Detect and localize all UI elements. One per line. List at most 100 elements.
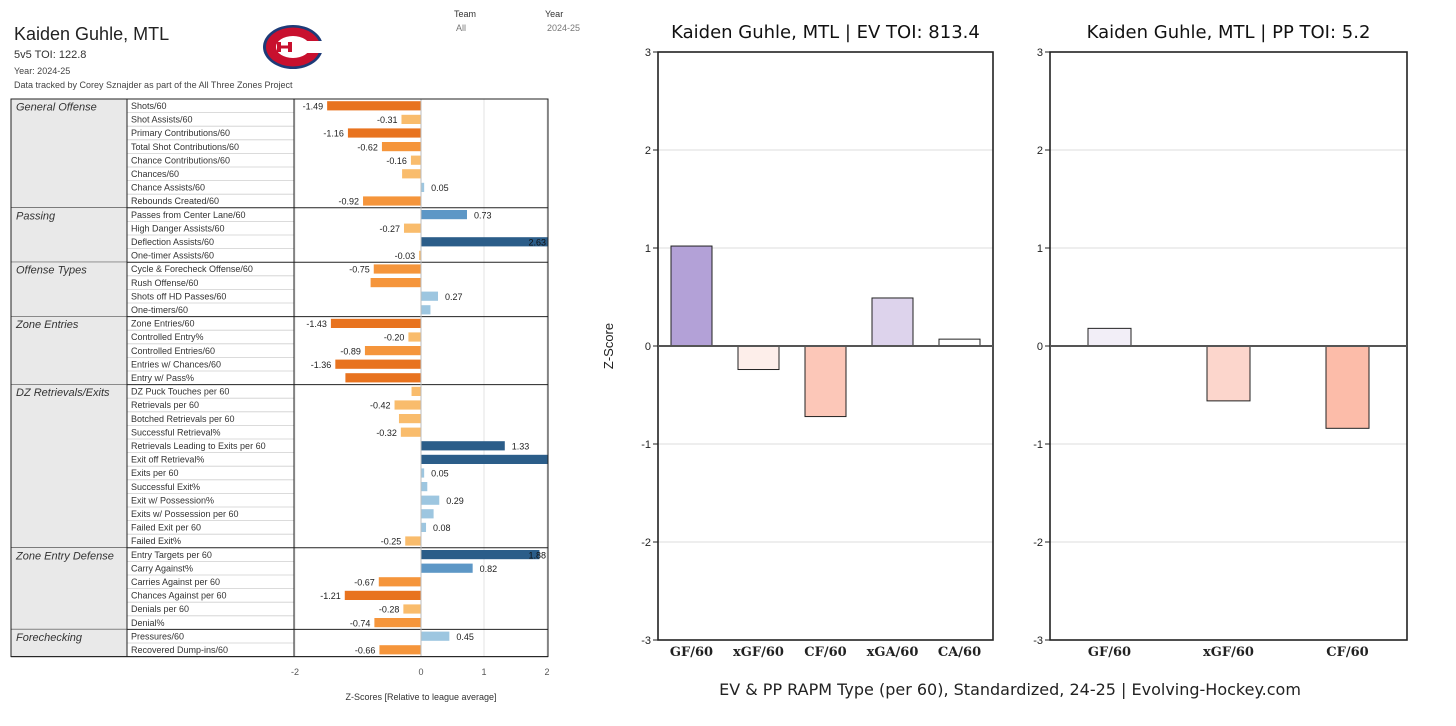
chart-title: Kaiden Guhle, MTL | PP TOI: 5.2 [1087,22,1371,43]
metric-bar [394,400,421,410]
metric-value-label: 0.73 [474,210,492,220]
metric-label: Deflection Assists/60 [131,237,214,247]
metric-bar [421,210,467,220]
metric-label: Rush Offense/60 [131,278,198,288]
x-tick-label-xgf-60: xGF/60 [733,645,784,660]
metric-bar [421,237,548,247]
z-score-bar-table: General Offense Shots/60 -1.49 Shot Assists… [10,98,550,702]
ev-rapm-chart: Kaiden Guhle, MTL | EV TOI: 813.4 3 2 1 0 -1 -… [601,22,994,660]
team-logo-icon [263,25,324,69]
metric-label: DZ Puck Touches per 60 [131,387,229,397]
metric-value-label: -0.27 [379,224,400,234]
metric-label: Entry w/ Pass% [131,373,194,383]
metric-label: Failed Exit% [131,536,181,546]
metric-value-label: -1.49 [303,102,324,112]
bar-xgf-60 [737,345,780,371]
category-label-general-offense: General Offense [16,102,97,114]
metric-label: Pressures/60 [131,631,184,641]
category-cell [11,316,127,385]
metric-value-label: -1.16 [323,129,344,139]
x-tick-label-ca-60: CA/60 [938,645,981,660]
metric-bar [408,332,421,342]
toi-line: 5v5 TOI: 122.8 [14,49,87,61]
metric-bar [405,536,421,546]
metric-bar [421,522,427,532]
category-cell [11,207,127,263]
y-tick-label: -3 [1033,635,1043,647]
metric-bar [403,604,421,614]
x-tick-label-gf-60: GF/60 [670,645,713,660]
y-tick-label: -3 [641,635,651,647]
year-line: Year: 2024-25 [14,66,71,76]
metric-bar [370,278,421,288]
metric-label: Shots/60 [131,101,167,111]
metric-bar [363,196,421,206]
chart-footer: EV & PP RAPM Type (per 60), Standardized… [719,680,1301,699]
metric-value-label: 1.33 [512,442,530,452]
metric-bar [373,264,421,274]
metric-label: Chances Against per 60 [131,591,227,601]
metric-bar [403,223,421,233]
y-axis-label: Z-Score [601,323,616,369]
metric-value-label: -0.20 [384,333,405,343]
metric-label: Controlled Entries/60 [131,346,215,356]
metric-label: Rebounds Created/60 [131,196,219,206]
metric-value-label: 0.05 [431,183,449,193]
x-tick-label-xgf-60: xGF/60 [1203,645,1254,660]
metric-label: One-timers/60 [131,305,188,315]
metric-value-label: 0.08 [433,523,451,533]
x-tick-label: 2 [544,667,549,677]
category-cell [11,99,127,208]
metric-label: Exits per 60 [131,468,179,478]
metric-label: Successful Retrieval% [131,427,221,437]
metric-value-label: 0.82 [480,564,498,574]
metric-label: Entry Targets per 60 [131,550,212,560]
metric-label: Cycle & Forecheck Offense/60 [131,264,253,274]
category-cell [11,547,127,630]
x-tick-label: 1 [481,667,486,677]
bar-gf-60 [1087,327,1132,347]
metric-label: Retrievals Leading to Exits per 60 [131,441,266,451]
metric-bar [421,482,428,492]
metric-bar [421,468,425,478]
year-filter-value[interactable]: 2024-25 [547,23,581,33]
metric-value-label: -0.31 [377,115,398,125]
x-tick-label: 0 [418,667,423,677]
x-tick-label-xga-60: xGA/60 [867,645,919,660]
metric-bar [401,114,421,124]
metric-label: Retrievals per 60 [131,400,199,410]
metric-bar [327,101,421,111]
y-tick-label: -1 [641,439,651,451]
metric-label: Shots off HD Passes/60 [131,291,226,301]
metric-label: One-timer Assists/60 [131,251,214,261]
metric-label: Successful Exit% [131,482,200,492]
metric-value-label: -0.32 [376,428,397,438]
metric-bar [379,645,421,655]
metric-value-label: -0.66 [355,646,376,656]
metric-value-label: -0.28 [379,605,400,615]
metric-bar [421,631,450,641]
team-filter-value[interactable]: All [456,23,467,33]
x-tick-label-gf-60: GF/60 [1088,645,1131,660]
metric-bar [330,318,421,328]
category-cell [11,384,127,548]
metric-bar [421,495,440,505]
metric-label: Controlled Entry% [131,332,204,342]
player-title: Kaiden Guhle, MTL [14,24,170,44]
metric-label: Chance Assists/60 [131,183,205,193]
metric-label: Passes from Center Lane/60 [131,210,246,220]
metric-bar [421,454,548,464]
team-filter-label: Team [454,9,477,19]
metric-label: Total Shot Contributions/60 [131,142,239,152]
category-label-dz-retrievals-exits: DZ Retrievals/Exits [16,387,110,399]
metric-value-label: 2.63 [528,238,546,248]
metric-label: Denials per 60 [131,604,189,614]
metric-label: Exit w/ Possession% [131,495,214,505]
metric-label: Denial% [131,618,165,628]
metric-value-label: -0.75 [349,265,370,275]
credit-line: Data tracked by Corey Sznajder as part o… [14,80,293,90]
metric-bar [421,291,439,301]
metric-label: Failed Exit per 60 [131,523,201,533]
metric-value-label: -0.74 [350,618,371,628]
metric-label: Entries w/ Chances/60 [131,359,221,369]
